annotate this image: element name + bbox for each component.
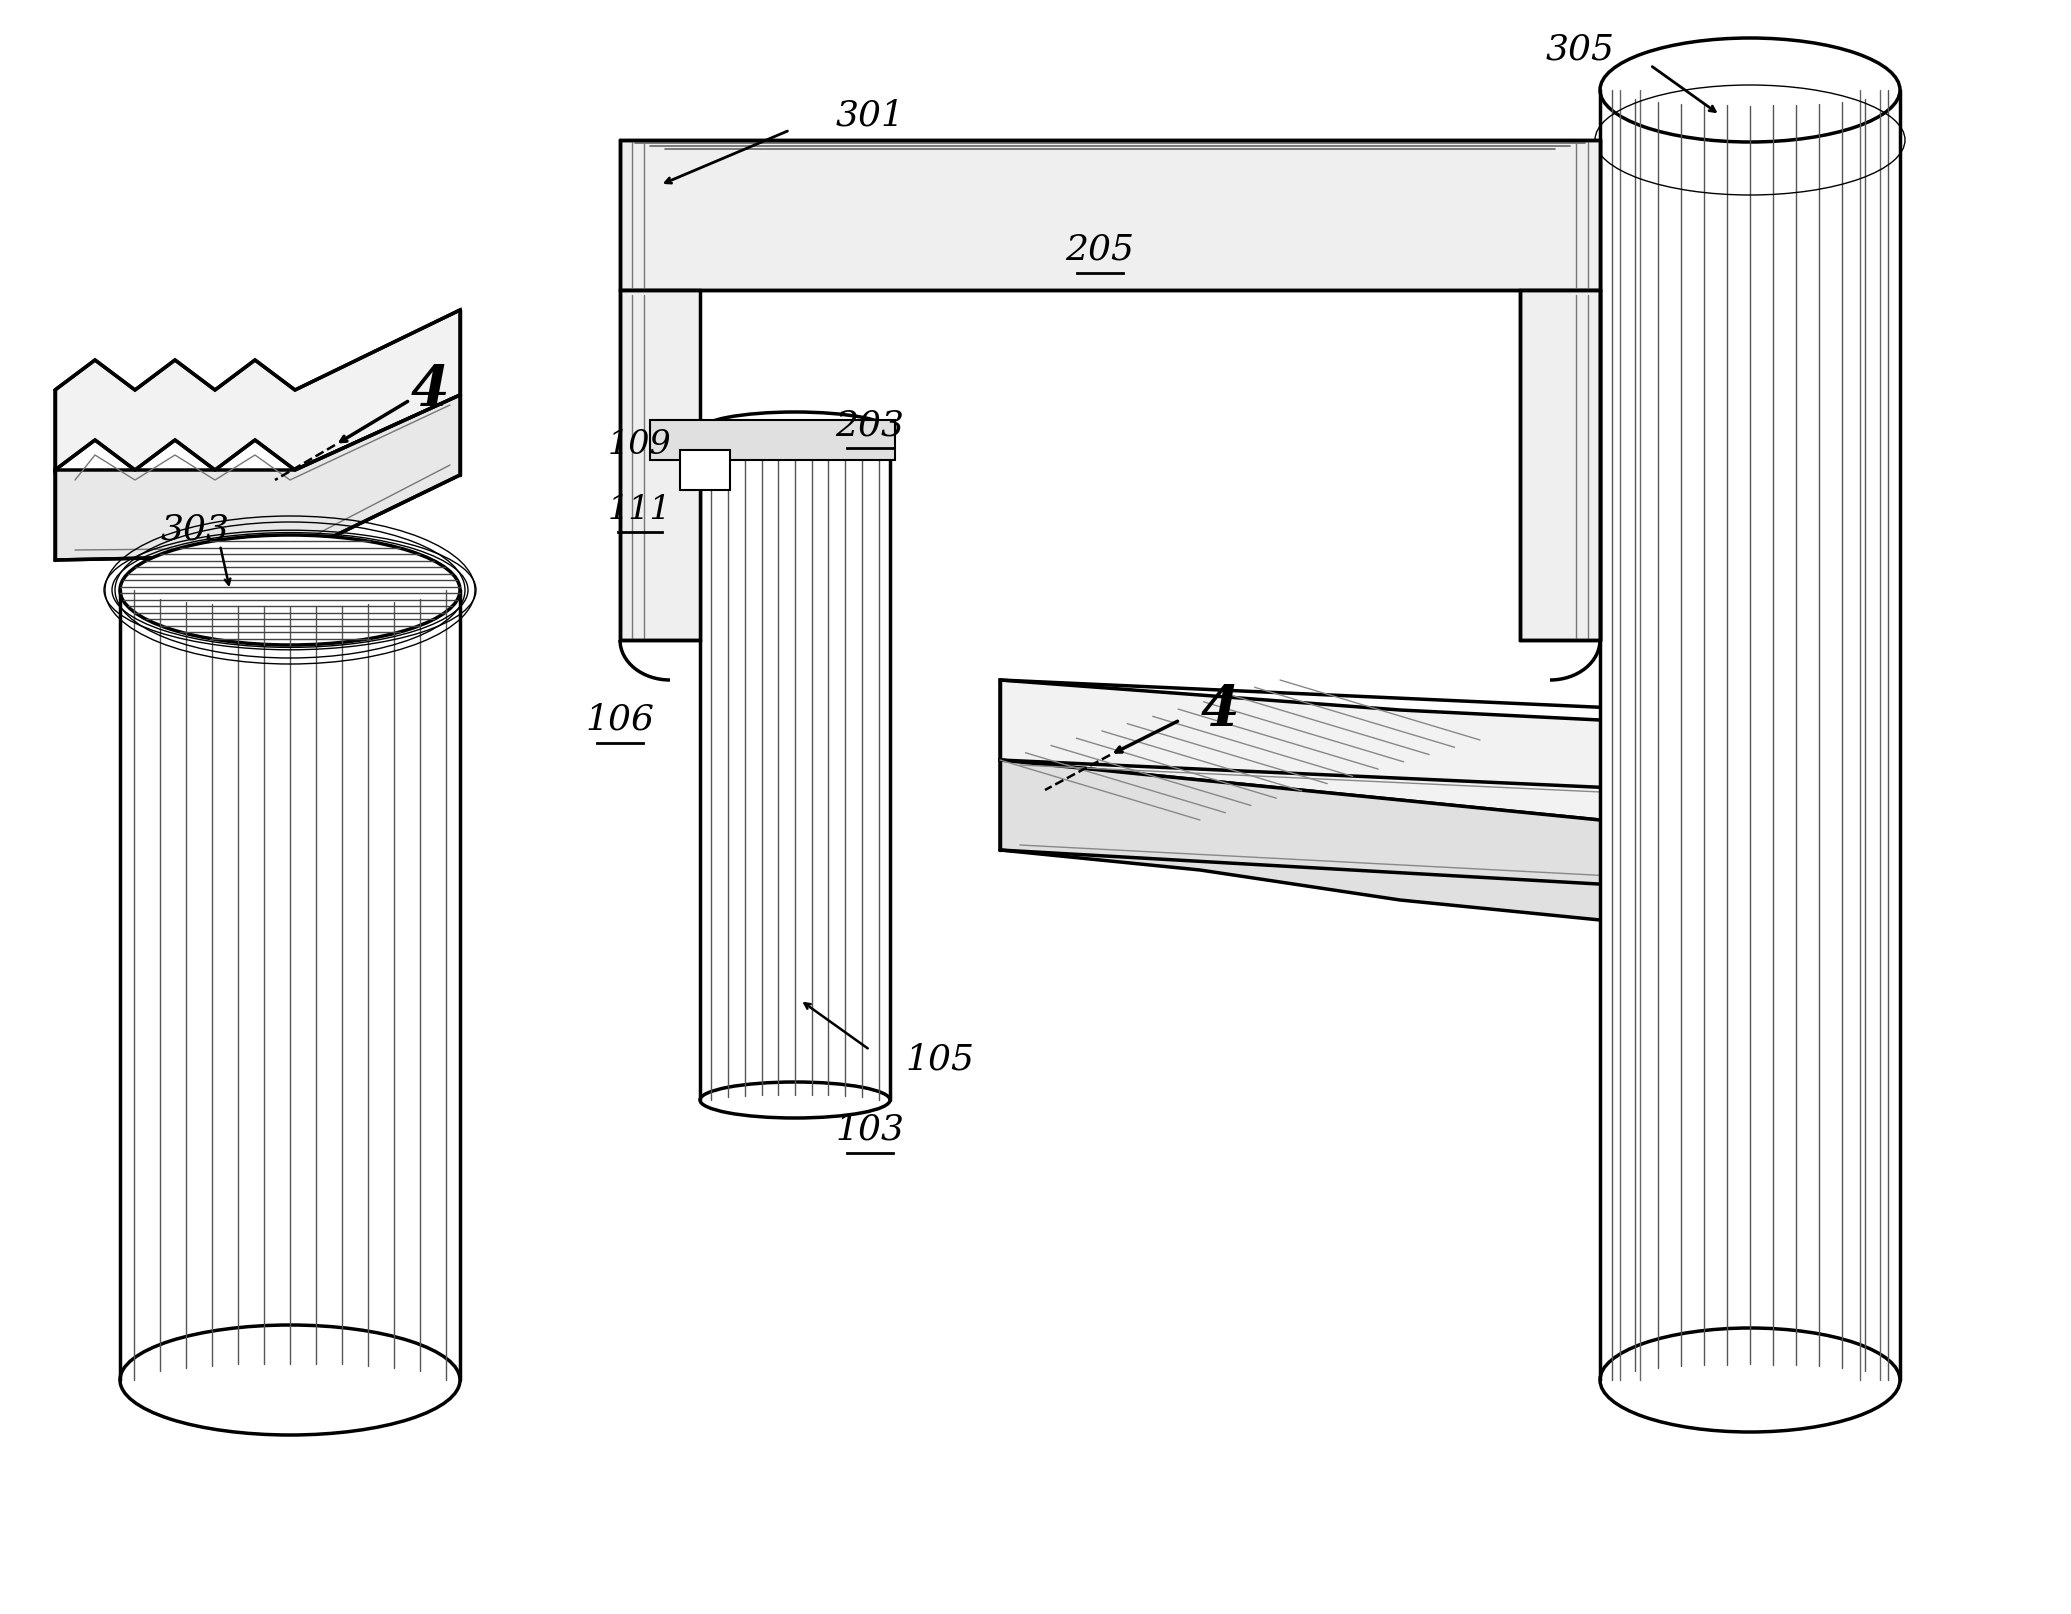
Text: 111: 111 [609, 494, 671, 526]
Polygon shape [619, 291, 700, 641]
Polygon shape [700, 429, 891, 1101]
Ellipse shape [1601, 1328, 1899, 1432]
Text: 301: 301 [835, 98, 905, 132]
Polygon shape [1000, 679, 1880, 820]
Polygon shape [1520, 291, 1601, 641]
Ellipse shape [120, 534, 460, 646]
Text: 106: 106 [586, 704, 654, 738]
Polygon shape [120, 591, 460, 1380]
Polygon shape [650, 420, 895, 460]
Text: 203: 203 [835, 408, 905, 442]
Text: 305: 305 [1545, 32, 1615, 68]
Text: 103: 103 [835, 1114, 905, 1148]
Polygon shape [619, 140, 1601, 291]
Text: 105: 105 [905, 1043, 975, 1077]
Ellipse shape [700, 412, 891, 449]
Ellipse shape [120, 1325, 460, 1435]
Polygon shape [1601, 90, 1899, 1380]
Text: 303: 303 [159, 513, 230, 547]
Ellipse shape [700, 1081, 891, 1119]
Text: 4: 4 [1201, 683, 1238, 738]
Text: 205: 205 [1064, 232, 1135, 266]
Polygon shape [56, 395, 460, 560]
Ellipse shape [1601, 39, 1899, 142]
Polygon shape [679, 450, 729, 491]
Text: 4: 4 [410, 363, 449, 418]
Text: 109: 109 [609, 429, 671, 462]
Polygon shape [1000, 760, 1880, 920]
Polygon shape [56, 310, 460, 470]
